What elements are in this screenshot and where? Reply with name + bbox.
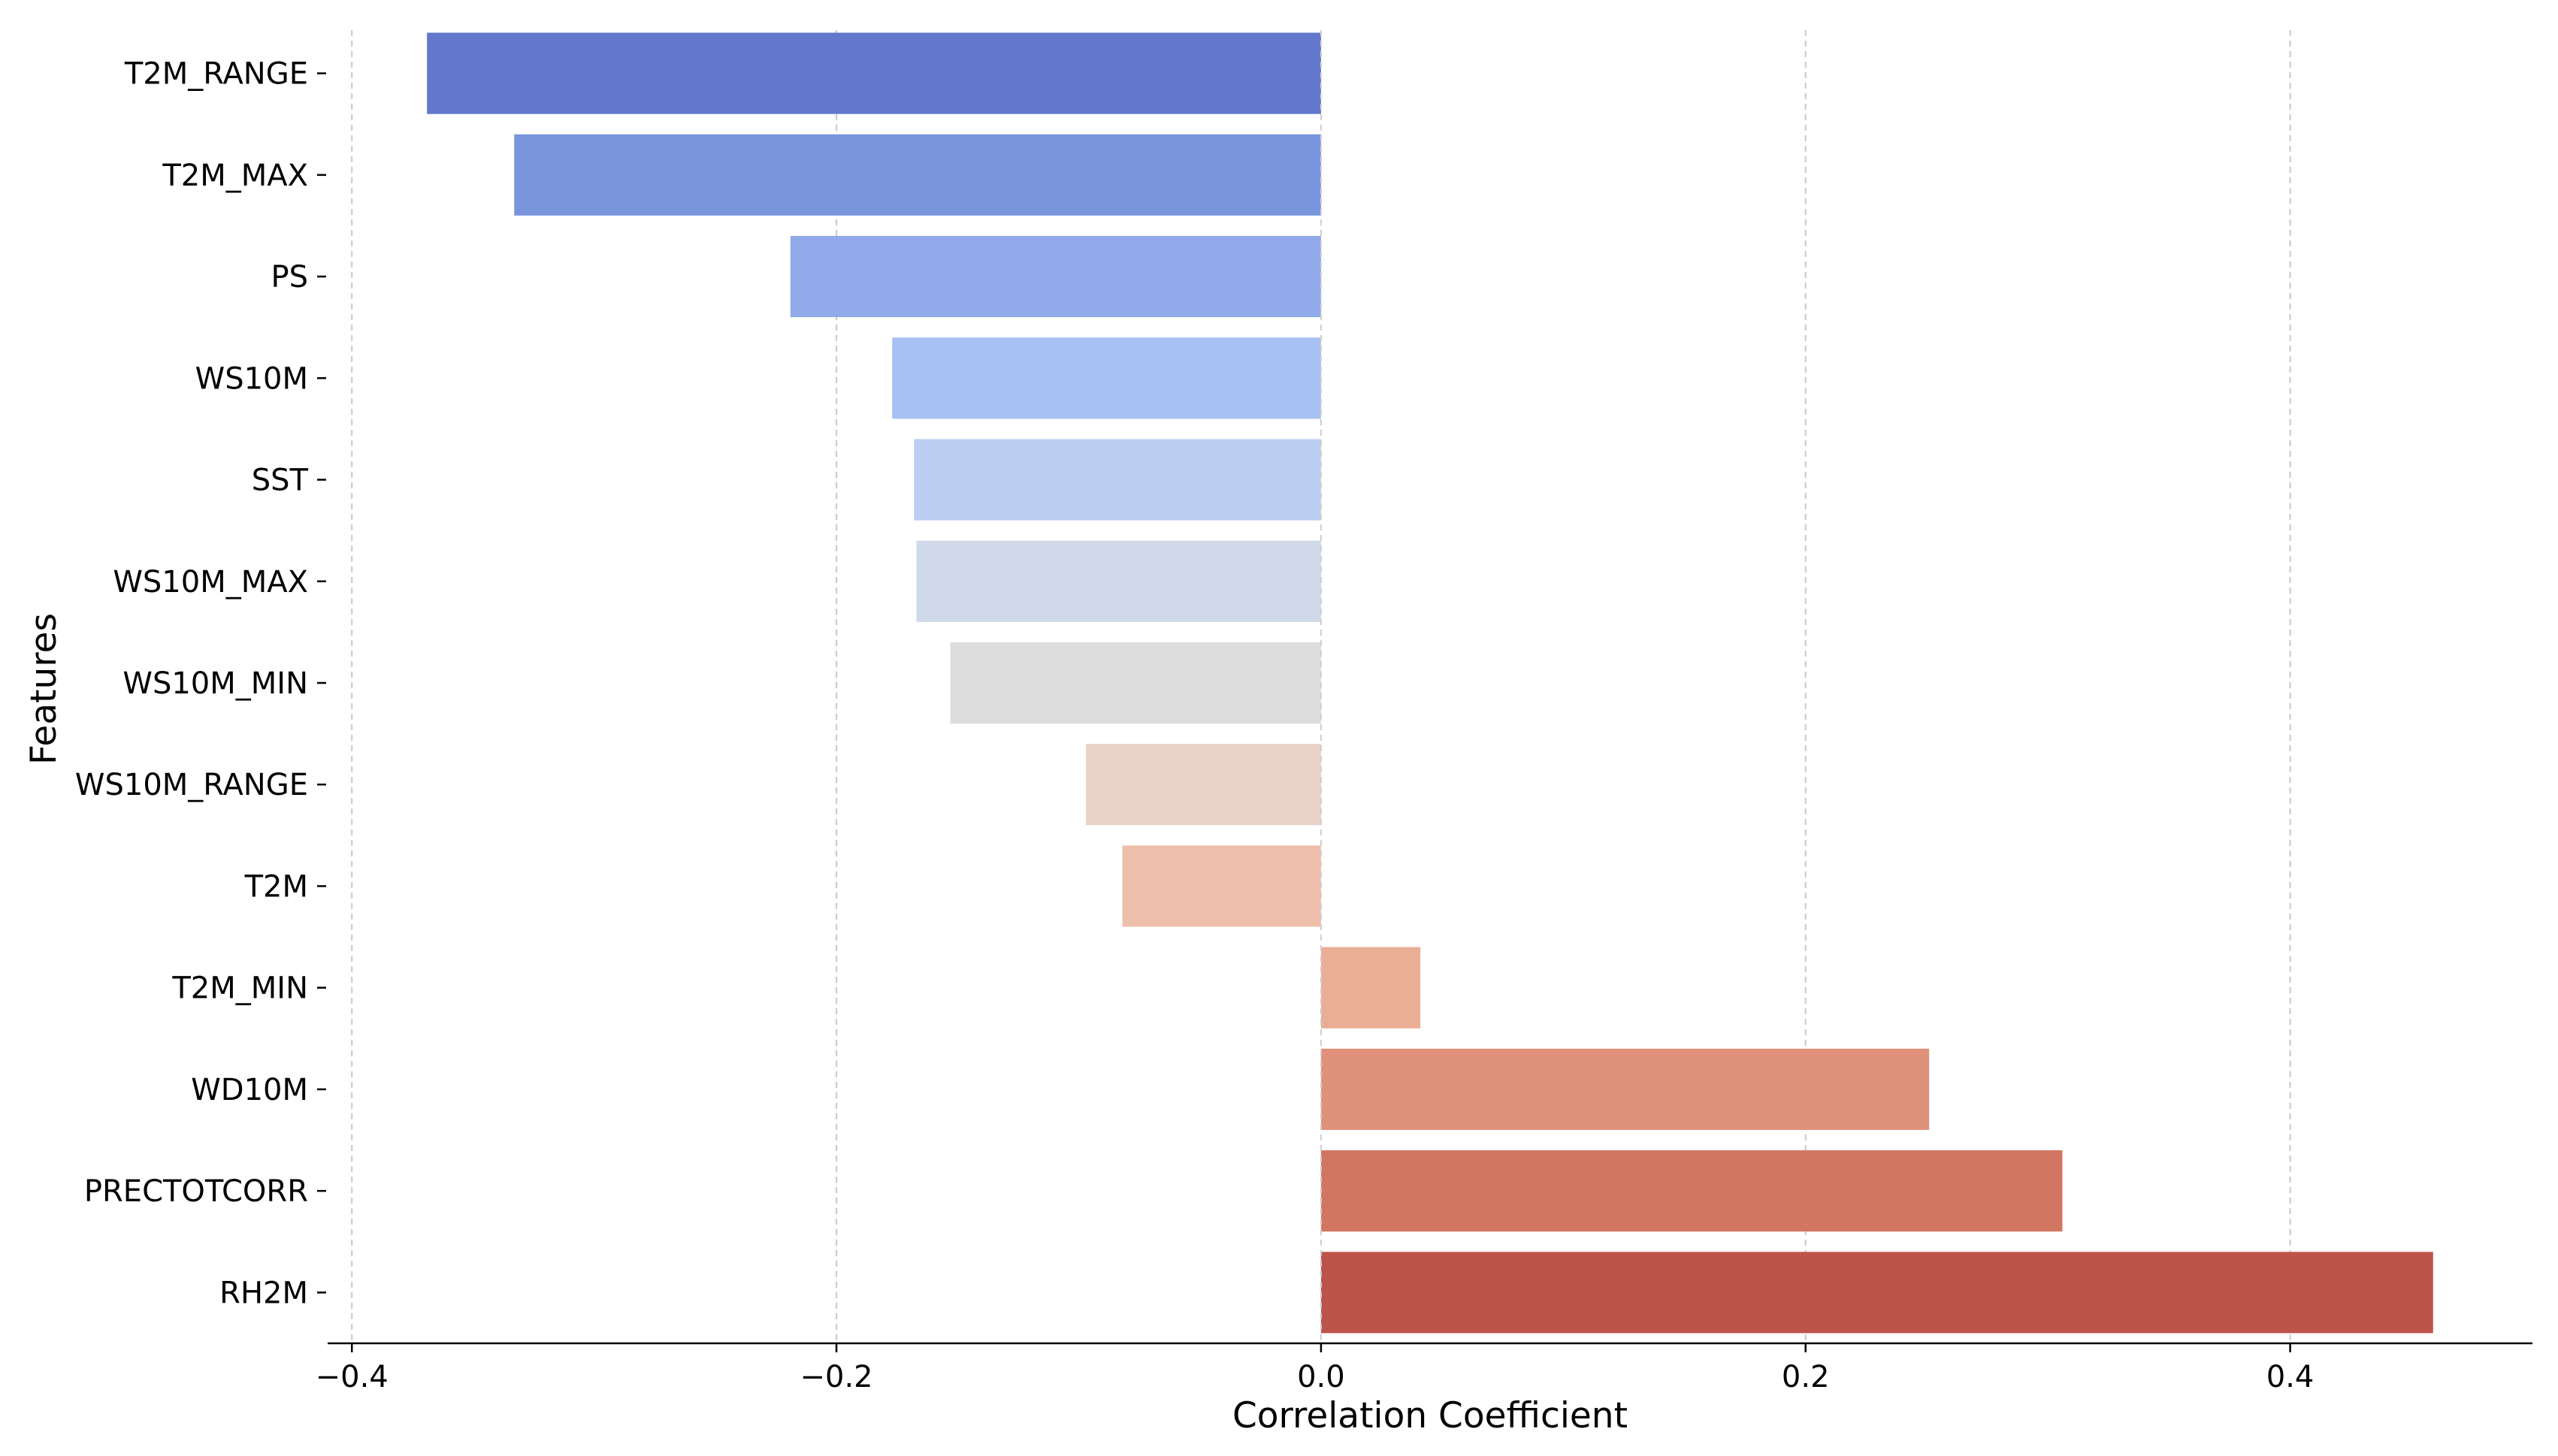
bar-ws10m-range [1086,744,1321,826]
y-tick-label: WD10M [191,1073,308,1107]
bar-ws10m [892,337,1321,419]
bar-t2m [1122,845,1321,927]
y-tick-label: WS10M_RANGE [75,768,308,802]
x-tick-label: −0.2 [800,1360,873,1394]
bar-ps [790,235,1321,318]
y-tick-label: T2M_MAX [162,159,308,193]
x-tick-labels: −0.4 −0.2 0.0 0.2 0.4 [316,1360,2315,1394]
x-tick-label: 0.4 [2266,1360,2315,1394]
bar-t2m-max [514,134,1321,216]
y-tick-labels: T2M_RANGE T2M_MAX PS WS10M SST WS10M_MAX WS10M… [75,57,309,1311]
bar-ws10m-max [916,540,1321,622]
y-tick-label: T2M_MIN [171,971,308,1006]
bar-wd10m [1320,1048,1930,1131]
x-axis-label: Correlation Coefficient [1232,1395,1628,1436]
bar-t2m-range [427,32,1321,114]
y-tick-label: WS10M_MAX [113,565,308,600]
bar-ws10m-min [950,642,1321,724]
y-tick-label: PRECTOTCORR [84,1174,308,1209]
y-axis-label: Features [23,613,65,765]
y-tick-label: WS10M_MIN [122,666,308,701]
x-tick-label: 0.0 [1297,1360,1345,1394]
x-tick-label: −0.4 [316,1360,389,1394]
bars [427,30,2433,1343]
bar-rh2m [1320,1252,2433,1334]
y-tick-label: SST [252,464,309,498]
axes [317,72,2532,1352]
bar-sst [914,439,1321,521]
bar-t2m-min [1320,947,1421,1029]
y-tick-label: RH2M [219,1276,308,1310]
y-tick-label: T2M [244,869,308,904]
y-tick-label: T2M_RANGE [124,57,308,92]
bar-prectotcorr [1320,1150,2063,1232]
y-tick-label: PS [271,260,308,295]
x-tick-label: 0.2 [1782,1360,1830,1394]
y-tick-label: WS10M [195,361,308,396]
